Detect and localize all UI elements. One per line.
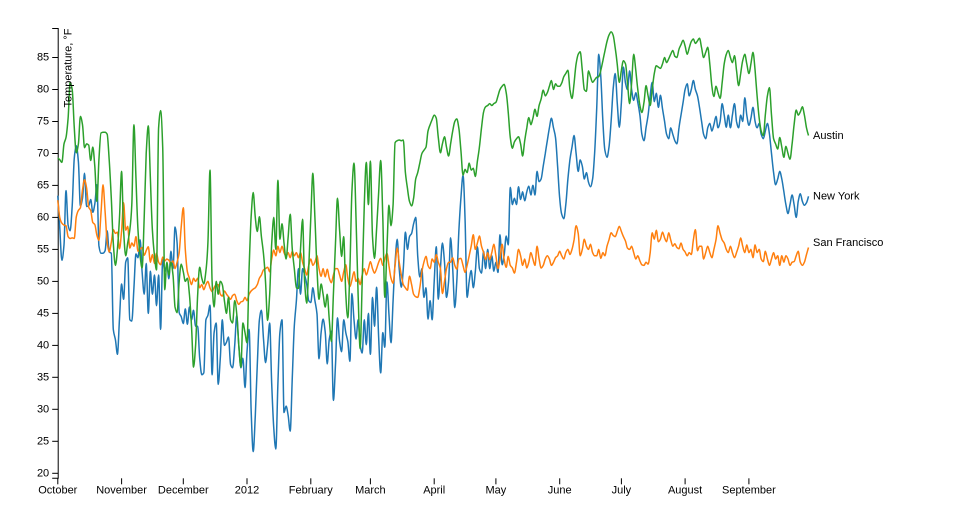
svg-text:June: June (548, 485, 572, 497)
svg-text:65: 65 (37, 179, 49, 191)
svg-text:70: 70 (37, 148, 49, 160)
svg-text:San Francisco: San Francisco (813, 237, 883, 249)
svg-text:Austin: Austin (813, 130, 844, 142)
svg-text:New York: New York (813, 191, 860, 203)
svg-text:November: November (96, 485, 147, 497)
svg-text:50: 50 (37, 275, 49, 287)
svg-text:December: December (158, 485, 209, 497)
svg-text:35: 35 (37, 371, 49, 383)
svg-text:April: April (423, 485, 445, 497)
svg-text:July: July (612, 485, 632, 497)
svg-text:Temperature, °F: Temperature, °F (63, 28, 75, 107)
svg-text:September: September (722, 485, 776, 497)
svg-text:60: 60 (37, 211, 49, 223)
svg-text:85: 85 (37, 52, 49, 64)
svg-text:55: 55 (37, 243, 49, 255)
svg-text:80: 80 (37, 84, 49, 96)
svg-text:25: 25 (37, 435, 49, 447)
svg-text:February: February (289, 485, 334, 497)
svg-text:2012: 2012 (235, 485, 259, 497)
svg-text:August: August (668, 485, 702, 497)
svg-text:May: May (486, 485, 507, 497)
svg-text:30: 30 (37, 403, 49, 415)
svg-text:45: 45 (37, 307, 49, 319)
svg-text:40: 40 (37, 339, 49, 351)
svg-text:75: 75 (37, 116, 49, 128)
svg-text:March: March (355, 485, 386, 497)
svg-text:20: 20 (37, 467, 49, 479)
svg-text:October: October (38, 485, 77, 497)
